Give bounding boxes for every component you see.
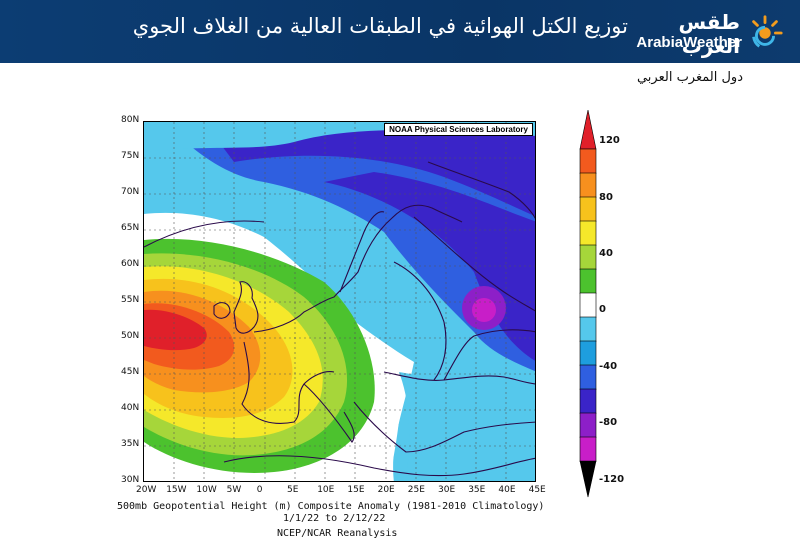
anomaly-contours (144, 122, 535, 481)
longitude-label: 30E (438, 485, 456, 495)
header-banner: توزيع الكتل الهوائية في الطبقات العالية … (0, 0, 800, 63)
colorbar-segment (579, 388, 597, 414)
colorbar-segment (579, 436, 597, 462)
colorbar-segment (579, 316, 597, 342)
map-caption-line3: NCEP/NCAR Reanalysis (277, 528, 398, 539)
anomaly-map: NOAA Physical Sciences Laboratory (143, 121, 536, 482)
longitude-label: 5E (287, 485, 299, 495)
arabiaweather-logo[interactable]: طقس العرب ArabiaWeather (636, 8, 786, 58)
colorbar-segment (579, 340, 597, 366)
colorbar-segment (579, 412, 597, 438)
longitude-label: 45E (528, 485, 546, 495)
longitude-label: 10E (317, 485, 335, 495)
longitude-label: 20W (136, 485, 157, 495)
region-subtitle: دول المغرب العربي (636, 70, 743, 85)
map-caption-line2: 1/1/22 to 2/12/22 (283, 513, 386, 524)
latitude-label: 40N (121, 403, 140, 413)
longitude-label: 40E (498, 485, 516, 495)
latitude-label: 55N (121, 295, 140, 305)
sun-spiral-icon (752, 15, 783, 48)
logo-english-text: ArabiaWeather (636, 34, 742, 51)
colorbar (579, 110, 597, 498)
colorbar-segment (579, 172, 597, 198)
map-credit-box: NOAA Physical Sciences Laboratory (384, 123, 533, 136)
colorbar-label: 120 (599, 135, 620, 146)
colorbar-label: 40 (599, 248, 613, 259)
latitude-label: 70N (121, 187, 140, 197)
colorbar-segment (579, 148, 597, 174)
longitude-label: 20E (377, 485, 395, 495)
latitude-label: 30N (121, 475, 140, 485)
colorbar-segment (579, 268, 597, 294)
colorbar-segment (579, 292, 597, 318)
longitude-label: 10W (196, 485, 217, 495)
colorbar-label: -40 (599, 361, 618, 372)
longitude-label: 0 (256, 485, 263, 495)
colorbar-segment (579, 196, 597, 222)
latitude-label: 50N (121, 331, 140, 341)
latitude-label: 45N (121, 367, 140, 377)
colorbar-label: 0 (599, 304, 606, 315)
latitude-label: 60N (121, 259, 140, 269)
latitude-label: 80N (121, 115, 140, 125)
longitude-label: 15W (166, 485, 187, 495)
longitude-label: 25E (407, 485, 425, 495)
colorbar-segment (579, 460, 597, 498)
colorbar-segment (579, 364, 597, 390)
colorbar-label: -80 (599, 417, 618, 428)
latitude-label: 35N (121, 439, 140, 449)
colorbar-segment (579, 110, 597, 150)
colorbar-segment (579, 244, 597, 270)
header-title: توزيع الكتل الهوائية في الطبقات العالية … (132, 14, 628, 38)
map-caption-line1: 500mb Geopotential Height (m) Composite … (117, 501, 545, 512)
colorbar-segment (579, 220, 597, 246)
logo-arabic-text: طقس العرب (678, 10, 740, 58)
longitude-label: 35E (468, 485, 486, 495)
colorbar-label: -120 (599, 474, 625, 485)
colorbar-label: 80 (599, 192, 613, 203)
longitude-label: 15E (347, 485, 365, 495)
longitude-label: 5W (226, 485, 242, 495)
latitude-label: 75N (121, 151, 140, 161)
latitude-label: 65N (121, 223, 140, 233)
